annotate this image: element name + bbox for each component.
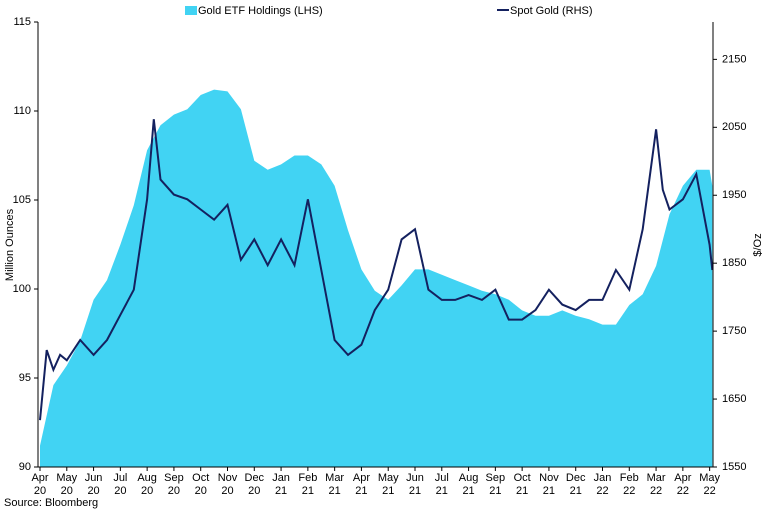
x-tick-label: May 20 [56, 472, 78, 497]
y2-tick-label: 2150 [722, 53, 746, 65]
x-tick-label: Dec 21 [565, 472, 586, 497]
x-tick-label: Nov 21 [539, 472, 559, 497]
y2-tick-label: 1650 [722, 393, 746, 405]
area [40, 89, 713, 467]
legend-label: Gold ETF Holdings (LHS) [198, 5, 323, 17]
y2-tick-label: 1750 [722, 325, 746, 337]
x-tick-label: May 22 [699, 472, 721, 497]
x-tick-label: Jun 20 [84, 472, 103, 497]
x-tick-label: Mar 22 [646, 472, 666, 497]
x-tick-label: Oct 20 [192, 472, 210, 497]
y-tick-label: 95 [19, 372, 31, 384]
x-tick-label: Sep 21 [485, 472, 506, 497]
y-tick-label: 100 [13, 283, 31, 295]
x-tick-label: Sep 20 [164, 472, 184, 497]
y-tick-label: 105 [13, 194, 31, 206]
y-tick-label: 110 [13, 105, 31, 117]
x-tick-label: Aug 20 [137, 472, 157, 497]
y-axis-label: Million Ounces [4, 208, 16, 281]
x-tick-label: Aug 21 [458, 472, 479, 497]
x-tick-label: Oct 21 [513, 472, 531, 497]
x-tick-label: Apr 20 [31, 472, 49, 497]
source: Source: Bloomberg [4, 497, 98, 509]
legend-swatch [185, 6, 197, 15]
y-tick-label: 115 [13, 16, 31, 28]
x-tick-label: Jan 21 [272, 472, 290, 497]
y2-tick-label: 1850 [722, 257, 746, 269]
x-tick-label: Jul 20 [113, 472, 128, 497]
x-tick-label: Apr 21 [352, 472, 370, 497]
x-tick-label: Jan 22 [593, 472, 612, 497]
legend-label: Spot Gold (RHS) [510, 5, 593, 17]
y2-tick-label: 2050 [722, 121, 746, 133]
y2-tick-label: 1950 [722, 189, 746, 201]
x-tick-label: May 21 [377, 472, 399, 497]
x-tick-label: Feb 21 [298, 472, 318, 497]
line [39, 119, 714, 421]
x-tick-label: Feb 22 [619, 472, 639, 497]
x-tick-label: Mar 21 [325, 472, 345, 497]
y2-axis-label: $/Oz [752, 233, 764, 256]
y-tick-label: 90 [19, 461, 31, 473]
y2-tick-label: 1550 [722, 461, 746, 473]
x-tick-label: Apr 22 [674, 472, 692, 497]
x-tick-label: Nov 20 [217, 472, 238, 497]
x-tick-label: Jun 21 [406, 472, 424, 497]
x-tick-label: Jul 21 [434, 472, 449, 497]
x-tick-label: Dec 20 [244, 472, 265, 497]
